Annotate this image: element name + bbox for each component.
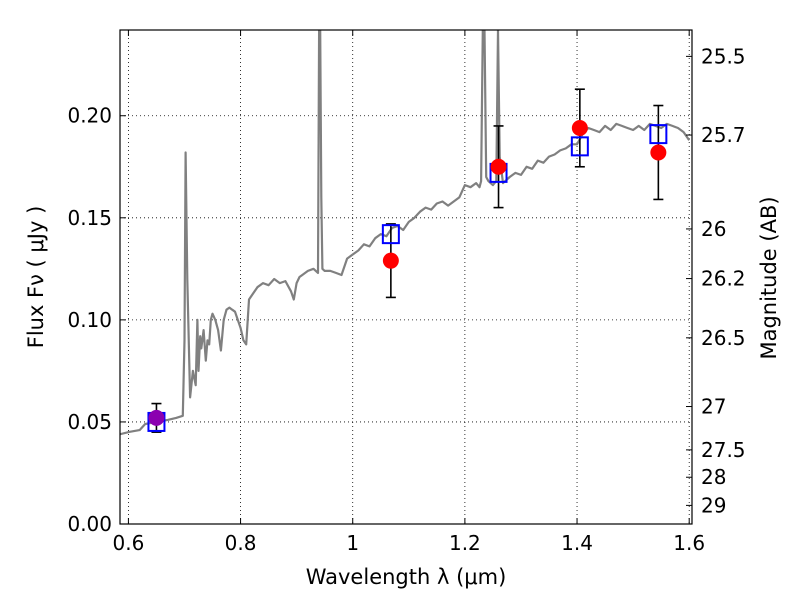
mag-tick-label: 29 [701,493,726,517]
observed-point [571,119,588,136]
x-tick-label: 1.2 [449,531,481,555]
spectrum-line [120,30,691,436]
model-point [570,136,589,157]
model-point [381,224,400,245]
mag-tick-label: 27 [701,395,726,419]
grid [120,30,692,524]
x-axis-label: Wavelength λ (μm) [306,565,507,589]
mag-tick-label: 26.2 [701,267,746,291]
x-axis: 0.6 0.8 1 1.2 1.4 1.6 [113,30,705,555]
plot-frame [119,29,693,525]
mag-tick-label: 28 [701,465,726,489]
y-tick-label: 0.20 [67,104,112,128]
y-axis-label: Flux Fν ( μJy ) [24,206,48,349]
x-tick-label: 1 [346,531,359,555]
y-tick-label: 0.10 [67,308,112,332]
y-tick-label: 0.15 [67,206,112,230]
mag-tick-label: 26 [701,217,726,241]
y2-axis-label: Magnitude (AB) [757,196,781,359]
observed-point [490,158,507,175]
y-axis-left: 0.00 0.05 0.10 0.15 0.20 [67,104,126,536]
x-tick-label: 1.6 [673,531,705,555]
plot-area [120,30,691,436]
observed-point [382,252,399,269]
mag-tick-label: 25.5 [701,44,746,68]
y-axis-right: 25.5 25.7 26 26.2 26.5 27 27.5 28 29 [686,44,746,517]
x-tick-label: 1.4 [561,531,593,555]
observed-point [650,144,667,161]
y-tick-label: 0.05 [67,410,112,434]
y-tick-label: 0.00 [67,512,112,536]
mag-tick-label: 26.5 [701,326,746,350]
mag-tick-label: 27.5 [701,438,746,462]
model-point [649,124,668,145]
mag-tick-label: 25.7 [701,123,746,147]
x-tick-label: 0.8 [225,531,257,555]
x-tick-label: 0.6 [113,531,145,555]
observed-point [148,409,165,426]
